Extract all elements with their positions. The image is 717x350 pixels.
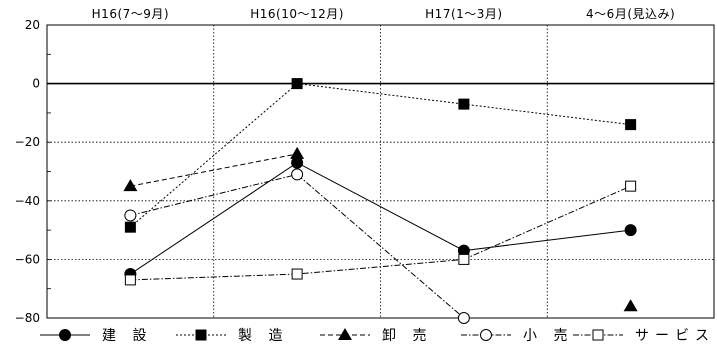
data-point: [291, 78, 303, 90]
data-point: [458, 98, 470, 110]
y-tick-label: −60: [15, 252, 40, 266]
plot-area: [46, 24, 715, 319]
data-point: [124, 274, 136, 286]
x-tick-label: H16(10～12月): [250, 7, 344, 21]
data-point: [124, 209, 137, 222]
series-line: [130, 162, 631, 275]
data-point: [623, 299, 638, 312]
data-point: [457, 312, 470, 324]
legend-item: 小 売: [461, 328, 573, 344]
legend-item: 製 造: [176, 328, 288, 344]
legend-label: 建 設: [102, 328, 152, 344]
legend-label: 製 造: [238, 328, 288, 344]
series-group: [123, 78, 638, 324]
y-tick-label: −40: [15, 194, 40, 208]
series-circle-open: [124, 168, 470, 324]
x-tick-label: 4～6月(見込み): [586, 7, 675, 21]
data-point: [290, 146, 305, 159]
data-point: [592, 329, 604, 341]
y-axis: 20 0 −20 −40 −60 −80: [15, 18, 40, 325]
data-point: [625, 119, 637, 131]
series-line: [130, 153, 298, 187]
legend-label: 小 売: [523, 328, 573, 344]
x-axis: H16(7～9月) H16(10～12月) H17(1～3月) 4～6月(見込み): [92, 7, 675, 21]
data-point: [124, 221, 136, 233]
series-square-filled: [124, 78, 637, 233]
x-tick-label: H17(1～3月): [425, 7, 502, 21]
data-point: [338, 328, 352, 340]
series-line: [130, 185, 631, 281]
legend-label: 卸 売: [382, 328, 432, 344]
legend-label: サービス: [635, 328, 715, 344]
data-point: [480, 329, 492, 341]
data-point: [624, 224, 637, 237]
data-point: [195, 329, 207, 341]
legend-item: 建 設: [40, 328, 152, 344]
series-line: [130, 83, 631, 228]
y-tick-label: 20: [25, 18, 40, 32]
legend: 建 設 製 造 卸 売 小 売 サービス: [40, 328, 715, 344]
x-tick-label: H16(7～9月): [92, 7, 169, 21]
data-point: [625, 180, 637, 192]
series-triangle-filled: [123, 146, 638, 312]
data-point: [458, 253, 470, 265]
y-tick-label: 0: [32, 77, 40, 91]
series-square-open: [124, 180, 637, 286]
data-point: [291, 168, 304, 181]
legend-item: サービス: [573, 328, 715, 344]
data-point: [291, 268, 303, 280]
legend-item: 卸 売: [320, 328, 432, 344]
data-point: [59, 329, 71, 341]
series-circle-filled: [124, 156, 637, 281]
data-point: [123, 179, 138, 192]
y-tick-label: −20: [15, 135, 40, 149]
y-tick-label: −80: [15, 311, 40, 325]
